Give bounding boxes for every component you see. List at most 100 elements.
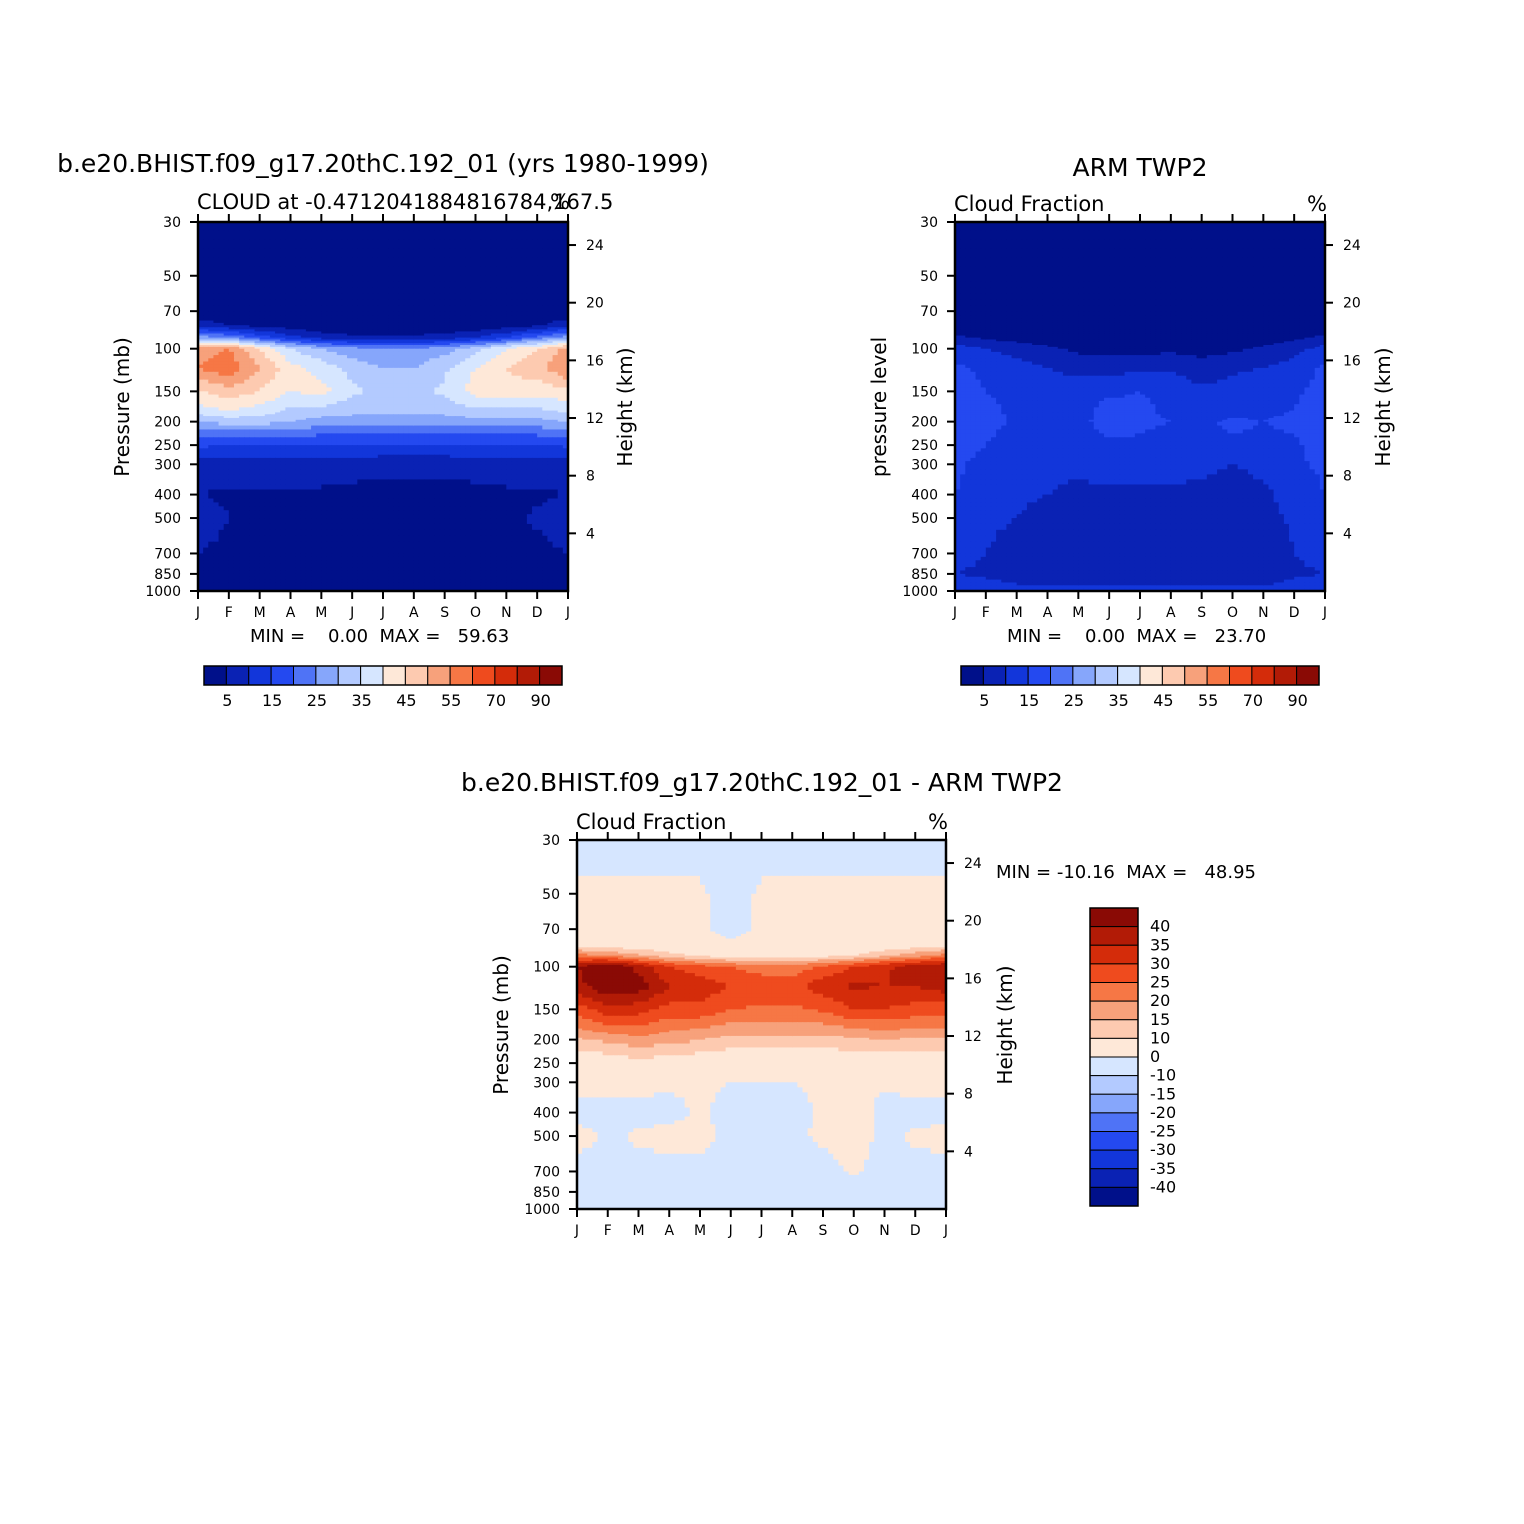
contour-cell xyxy=(429,257,435,268)
contour-cell xyxy=(377,394,384,399)
contour-cell xyxy=(537,407,543,412)
contour-cell xyxy=(300,375,307,381)
contour-cell xyxy=(244,345,250,348)
contour-cell xyxy=(198,410,204,413)
contour-cell xyxy=(439,355,446,359)
contour-cell xyxy=(264,484,271,491)
contour-cell xyxy=(275,441,281,446)
contour-cell xyxy=(475,320,482,324)
contour-cell xyxy=(444,248,451,259)
contour-cell xyxy=(454,239,461,250)
contour-cell xyxy=(537,239,543,250)
contour-cell xyxy=(532,293,538,300)
contour-cell xyxy=(259,397,266,402)
contour-cell xyxy=(372,318,379,322)
contour-cell xyxy=(377,358,384,363)
contour-cell xyxy=(223,222,230,232)
contour-cell xyxy=(239,287,245,295)
contour-cell xyxy=(264,329,271,333)
contour-cell xyxy=(526,417,533,421)
contour-cell xyxy=(413,358,420,363)
contour-cell xyxy=(521,248,528,259)
contour-cell xyxy=(439,318,446,322)
contour-cell xyxy=(223,474,230,481)
contour-cell xyxy=(213,404,220,408)
contour-cell xyxy=(228,474,235,481)
contour-cell xyxy=(465,433,471,438)
contour-cell xyxy=(460,305,466,312)
contour-cell xyxy=(496,429,502,434)
contour-cell xyxy=(511,287,518,295)
contour-cell xyxy=(321,429,328,434)
contour-cell xyxy=(259,412,266,415)
contour-cell xyxy=(516,383,523,389)
contour-cell xyxy=(418,331,425,335)
contour-cell xyxy=(203,464,209,470)
contour-cell xyxy=(511,410,518,413)
contour-cell xyxy=(316,448,322,453)
contour-cell xyxy=(449,433,456,438)
contour-cell xyxy=(547,222,554,232)
contour-cell xyxy=(275,222,281,232)
contour-cell xyxy=(511,351,518,356)
contour-cell xyxy=(326,383,333,389)
contour-cell xyxy=(259,329,266,333)
contour-cell xyxy=(547,257,554,268)
contour-cell xyxy=(280,345,286,348)
contour-cell xyxy=(490,425,497,431)
contour-cell xyxy=(418,355,425,359)
contour-cell xyxy=(239,451,245,456)
contour-cell xyxy=(341,325,348,328)
contour-cell xyxy=(439,367,446,373)
contour-cell xyxy=(490,394,497,399)
contour-cell xyxy=(449,445,456,449)
contour-cell xyxy=(480,437,487,442)
contour-cell xyxy=(300,400,307,405)
contour-cell xyxy=(357,394,364,399)
contour-cell xyxy=(321,325,328,328)
contour-cell xyxy=(454,315,461,319)
contour-cell xyxy=(377,461,384,465)
contour-cell xyxy=(383,325,389,328)
contour-cell xyxy=(239,333,245,337)
contour-cell xyxy=(223,394,230,399)
contour-cell xyxy=(475,391,482,396)
contour-cell xyxy=(408,421,415,427)
contour-cell xyxy=(341,305,348,312)
contour-cell xyxy=(413,457,420,462)
contour-cell xyxy=(331,335,338,339)
contour-cell xyxy=(532,333,538,337)
contour-cell xyxy=(562,391,568,396)
contour-cell xyxy=(403,337,410,341)
contour-cell xyxy=(475,394,482,399)
contour-cell xyxy=(336,230,343,241)
contour-cell xyxy=(454,339,461,342)
contour-cell xyxy=(218,222,225,232)
contour-cell xyxy=(336,341,343,344)
contour-cell xyxy=(516,327,523,330)
contour-cell xyxy=(444,335,451,339)
contour-cell xyxy=(367,313,374,317)
contour-cell xyxy=(490,364,497,369)
contour-cell xyxy=(244,429,250,434)
contour-cell xyxy=(203,414,209,417)
contour-cell xyxy=(372,327,379,330)
contour-cell xyxy=(275,361,281,366)
contour-cell xyxy=(362,329,369,333)
contour-cell xyxy=(470,281,477,289)
contour-cell xyxy=(213,433,220,438)
contour-cell xyxy=(362,345,369,348)
contour-cell xyxy=(295,222,302,232)
contour-cell xyxy=(321,345,328,348)
contour-cell xyxy=(377,322,384,326)
contour-cell xyxy=(341,339,348,342)
contour-cell xyxy=(305,239,312,250)
contour-cell xyxy=(403,320,410,324)
contour-cell xyxy=(460,410,466,413)
contour-cell xyxy=(516,391,523,396)
contour-cell xyxy=(496,445,502,449)
contour-cell xyxy=(326,358,333,363)
contour-cell xyxy=(418,339,425,342)
contour-cell xyxy=(557,410,564,413)
contour-cell xyxy=(269,419,276,423)
